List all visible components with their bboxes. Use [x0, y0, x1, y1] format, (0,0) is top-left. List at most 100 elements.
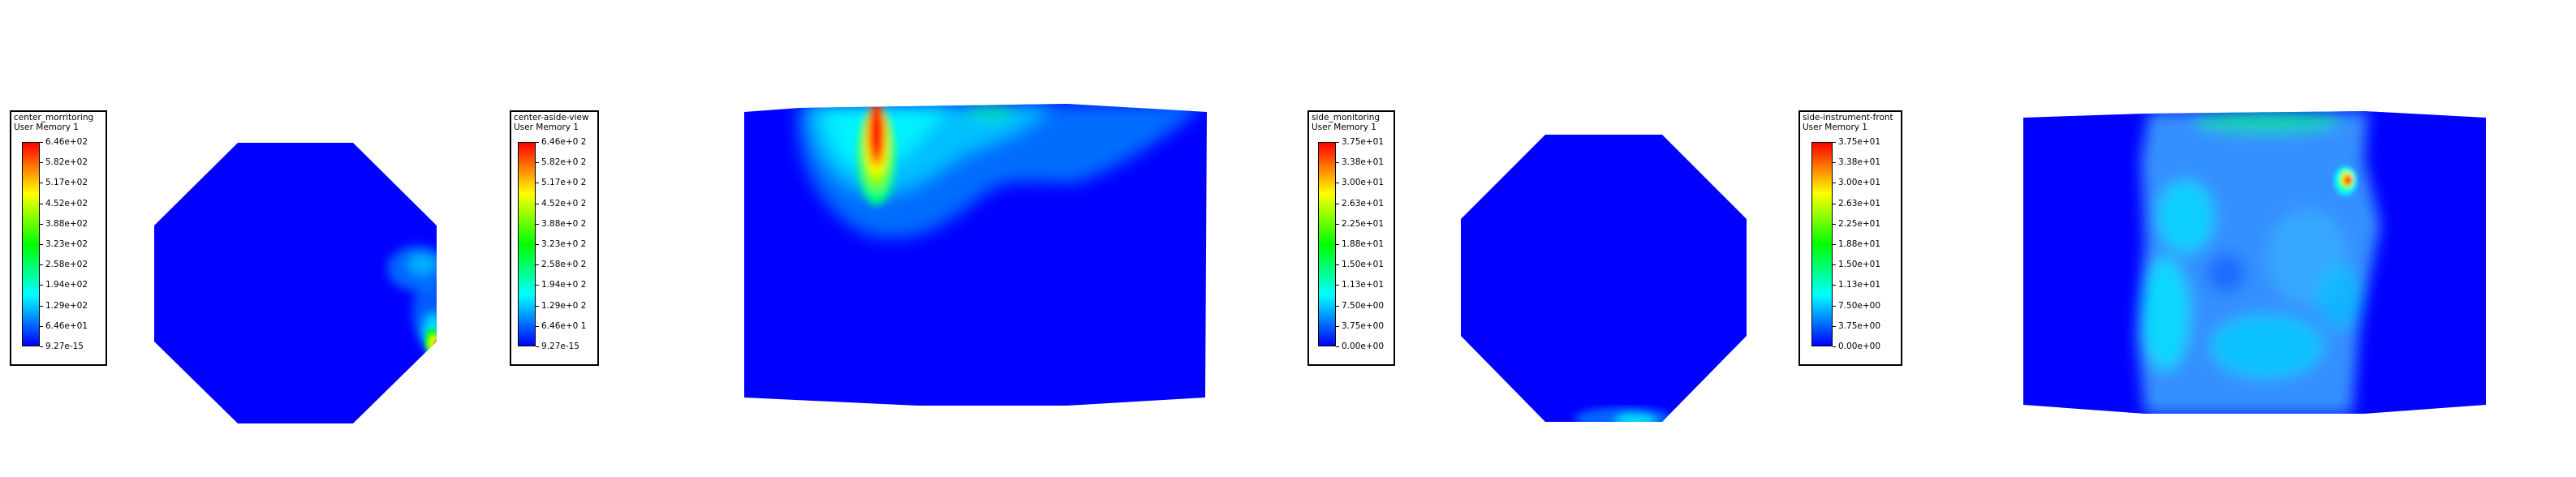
legend-tick — [1833, 244, 1836, 245]
legend-tick — [536, 285, 539, 286]
legend-tick-label: 3.00e+01 — [1838, 178, 1880, 188]
legend-tick-label: 6.46e+01 — [45, 320, 88, 331]
legend-tick — [536, 346, 539, 347]
legend-tick — [536, 142, 539, 143]
legend-tick — [1833, 264, 1836, 266]
legend-tick — [536, 162, 539, 164]
legend-tick — [40, 264, 43, 266]
legend-tick — [1833, 223, 1836, 225]
legend-tick — [40, 223, 43, 225]
legend-tick-label: 2.63e+01 — [1838, 198, 1880, 208]
legend-tick — [40, 285, 43, 286]
contour-panel-center-aside-view — [743, 104, 1207, 406]
legend-tick-label: 1.94e+02 — [45, 280, 88, 290]
legend-tick-label: 2.58e+0 2 — [541, 260, 587, 270]
legend-tick — [1336, 223, 1339, 225]
legend-tick — [1336, 305, 1339, 307]
legend-tick — [1833, 346, 1836, 347]
legend-tick — [1833, 325, 1836, 327]
legend-tick-label: 3.75e+00 — [1838, 320, 1880, 331]
legend-tick-label: 5.82e+0 2 — [541, 157, 587, 168]
contour-panel-center-monitoring — [154, 143, 438, 423]
color-bar — [518, 142, 536, 346]
legend-tick-label: 7.50e+00 — [1342, 300, 1384, 311]
legend-tick-label: 3.88e+02 — [45, 218, 88, 229]
legend-tick-label: 3.00e+01 — [1342, 178, 1384, 188]
legend-tick-label: 1.50e+01 — [1838, 260, 1880, 270]
legend-tick — [1833, 305, 1836, 307]
legend-subtitle: User Memory 1 — [514, 122, 579, 132]
legend-tick-label: 3.88e+0 2 — [541, 218, 587, 229]
legend-tick-label: 3.38e+01 — [1342, 157, 1384, 168]
legend-side-monitoring: side_monitoring User Memory 1 3.75e+01 3.… — [1307, 110, 1395, 366]
contour-plot — [154, 143, 437, 423]
legend-tick-label: 2.25e+01 — [1838, 218, 1880, 229]
legend-tick-label: 3.75e+00 — [1342, 320, 1384, 331]
legend-title: side-instrument-front — [1803, 113, 1893, 122]
legend-tick — [1833, 142, 1836, 143]
legend-tick — [1336, 264, 1339, 266]
legend-center-monitoring: center_morritoring User Memory 1 6.46e+0… — [10, 110, 107, 366]
color-bar — [1318, 142, 1336, 346]
legend-subtitle: User Memory 1 — [1803, 122, 1867, 132]
contour-plot — [2023, 111, 2486, 414]
contour-panel-side-instrument-front — [2023, 111, 2488, 415]
legend-tick-label: 3.75e+01 — [1342, 137, 1384, 147]
legend-tick — [1336, 346, 1339, 347]
legend-tick — [1336, 244, 1339, 245]
legend-tick-label: 1.29e+02 — [45, 300, 88, 311]
legend-tick — [40, 142, 43, 143]
legend-tick-label: 5.17e+02 — [45, 178, 88, 188]
legend-tick — [1336, 325, 1339, 327]
legend-tick — [40, 305, 43, 307]
legend-tick-label: 1.13e+01 — [1342, 280, 1384, 290]
legend-tick-label: 6.46e+0 2 — [541, 137, 587, 147]
legend-tick-label: 9.27e-15 — [45, 342, 84, 351]
legend-tick-label: 1.29e+0 2 — [541, 300, 587, 311]
legend-tick-label: 5.82e+02 — [45, 157, 88, 168]
legend-tick-label: 1.88e+01 — [1342, 239, 1384, 249]
legend-tick-label: 5.17e+0 2 — [541, 178, 587, 188]
legend-subtitle: User Memory 1 — [14, 122, 79, 132]
legend-tick — [40, 325, 43, 327]
legend-tick-label: 3.75e+01 — [1838, 137, 1880, 147]
color-bar — [22, 142, 40, 346]
legend-tick — [40, 346, 43, 347]
contour-panel-side-monitoring — [1461, 135, 1747, 422]
legend-tick — [536, 305, 539, 307]
legend-tick-label: 0.00e+00 — [1838, 342, 1880, 351]
legend-tick — [536, 244, 539, 245]
legend-tick-label: 2.58e+02 — [45, 260, 88, 270]
legend-title: side_monitoring — [1312, 113, 1381, 122]
legend-tick — [1336, 285, 1339, 286]
legend-tick-label: 6.46e+0 1 — [541, 320, 587, 331]
legend-tick-label: 0.00e+00 — [1342, 342, 1384, 351]
legend-tick-label: 1.94e+0 2 — [541, 280, 587, 290]
legend-tick-label: 2.63e+01 — [1342, 198, 1384, 208]
legend-tick — [40, 162, 43, 164]
contour-plot — [1461, 135, 1747, 422]
legend-tick-label: 3.23e+02 — [45, 239, 88, 249]
legend-tick-label: 7.50e+00 — [1838, 300, 1880, 311]
legend-tick-label: 4.52e+0 2 — [541, 198, 587, 208]
legend-tick — [1833, 162, 1836, 164]
legend-tick — [1336, 142, 1339, 143]
legend-tick-label: 4.52e+02 — [45, 198, 88, 208]
legend-tick-label: 6.46e+02 — [45, 137, 88, 147]
legend-tick — [536, 325, 539, 327]
legend-subtitle: User Memory 1 — [1312, 122, 1376, 132]
legend-title: center_morritoring — [14, 113, 94, 122]
color-bar — [1811, 142, 1833, 346]
legend-tick-label: 3.23e+0 2 — [541, 239, 587, 249]
legend-tick-label: 9.27e-15 — [541, 342, 579, 351]
legend-tick-label: 1.88e+01 — [1838, 239, 1880, 249]
legend-side-instrument-front: side-instrument-front User Memory 1 3.75… — [1798, 110, 1902, 366]
legend-tick-label: 3.38e+01 — [1838, 157, 1880, 168]
legend-tick — [536, 223, 539, 225]
legend-tick-label: 2.25e+01 — [1342, 218, 1384, 229]
legend-center-aside-view: center-aside-view User Memory 1 6.46e+0 … — [510, 110, 599, 366]
legend-tick — [536, 264, 539, 266]
legend-tick-label: 1.13e+01 — [1838, 280, 1880, 290]
legend-title: center-aside-view — [514, 113, 589, 122]
legend-tick-label: 1.50e+01 — [1342, 260, 1384, 270]
